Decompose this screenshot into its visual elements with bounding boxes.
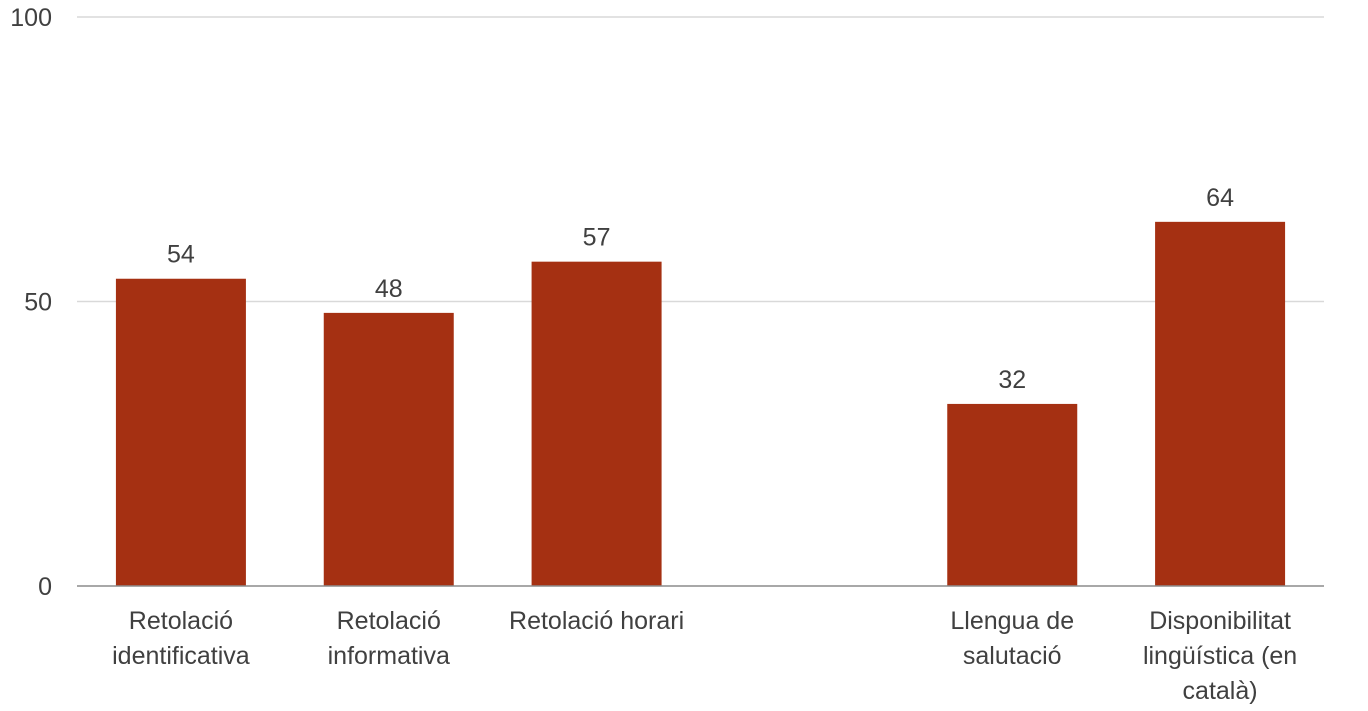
data-label: 48 — [375, 275, 403, 303]
category-label: Llengua de — [950, 607, 1074, 635]
category-label: salutació — [963, 642, 1062, 670]
category-label: identificativa — [112, 642, 250, 670]
category-label: català) — [1183, 677, 1258, 705]
category-label: informativa — [328, 642, 450, 670]
y-tick-label: 100 — [10, 4, 52, 32]
category-label: Retolació — [129, 607, 233, 635]
bar — [323, 312, 454, 586]
category-label: Disponibilitat — [1149, 607, 1291, 635]
category-label: Retolació — [337, 607, 441, 635]
y-tick-label: 50 — [24, 289, 52, 317]
bar — [1155, 221, 1286, 586]
data-label: 57 — [583, 224, 611, 252]
data-label: 32 — [998, 366, 1026, 394]
bar — [531, 261, 662, 586]
y-tick-label: 0 — [38, 573, 52, 601]
bar — [115, 278, 246, 586]
category-label: Retolació horari — [509, 607, 684, 635]
data-label: 54 — [167, 241, 195, 269]
data-label: 64 — [1206, 184, 1234, 212]
category-label: lingüística (en — [1143, 642, 1297, 670]
bar — [947, 403, 1078, 586]
